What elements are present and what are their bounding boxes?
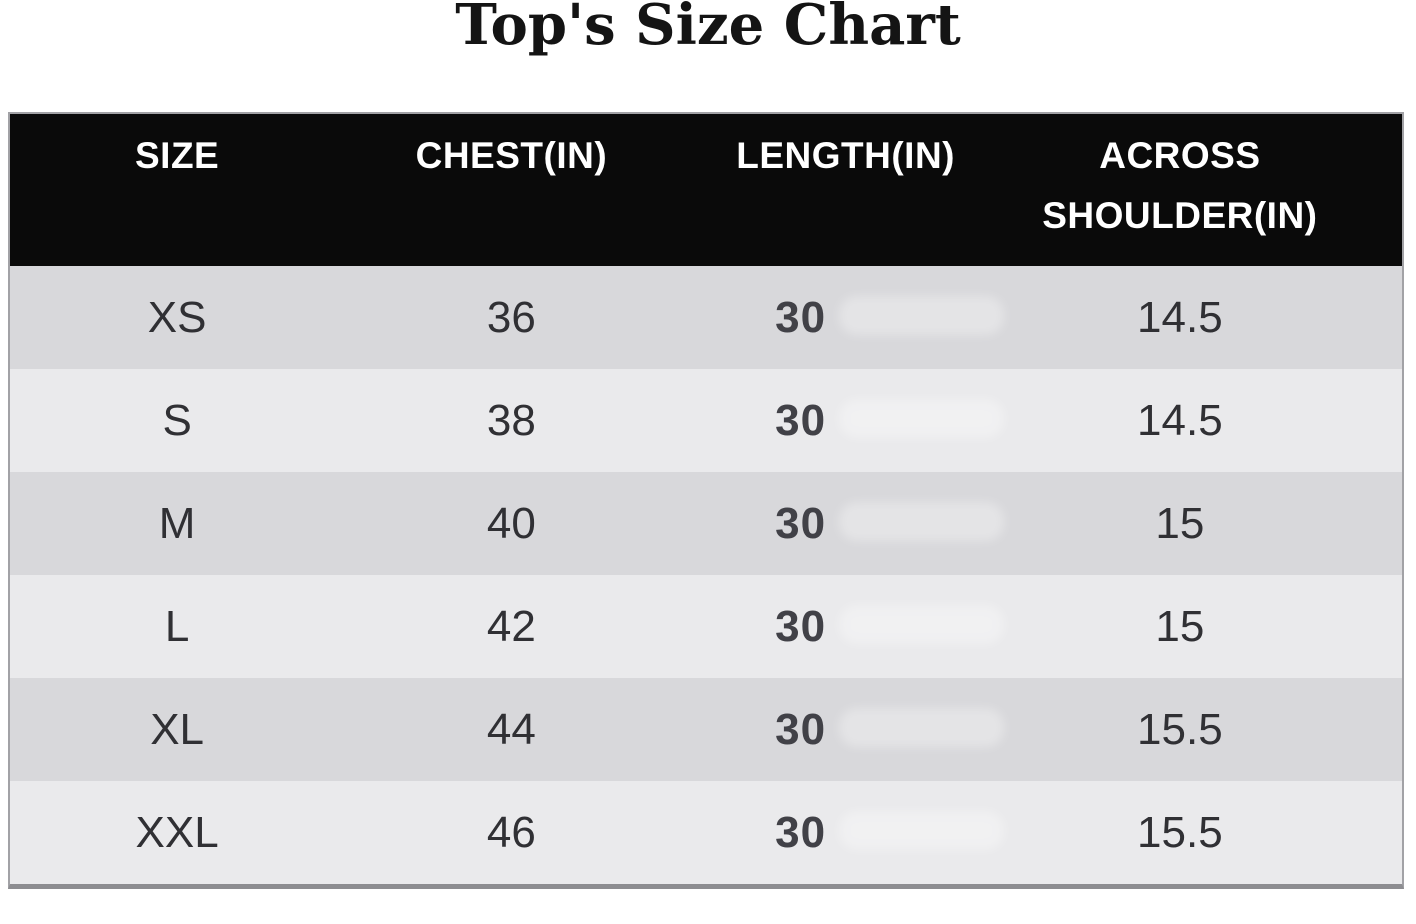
table-row-xs: XS 36 30 14.5 <box>10 266 1402 369</box>
length-value: 30 <box>679 293 1013 343</box>
length-value: 30 <box>679 602 1013 652</box>
length-value: 30 <box>679 499 1013 549</box>
length-value: 30 <box>679 808 1013 858</box>
table-row-xl: XL 44 30 15.5 <box>10 678 1402 781</box>
size-value: XXL <box>135 807 219 857</box>
shoulder-value: 15 <box>1155 498 1205 548</box>
column-header-size: SIZE <box>135 135 220 176</box>
chest-value: 38 <box>486 395 536 445</box>
size-value: S <box>162 395 192 445</box>
size-value: M <box>158 498 196 548</box>
size-chart-table: SIZE CHEST(IN) LENGTH(IN) ACROSS SHOULDE… <box>8 112 1404 889</box>
column-header-shoulder: ACROSS SHOULDER(IN) <box>1042 135 1318 236</box>
edit-smudge <box>838 707 1004 747</box>
size-value: L <box>164 601 190 651</box>
column-header-length: LENGTH(IN) <box>736 135 955 176</box>
shoulder-value: 14.5 <box>1137 395 1223 445</box>
chest-value: 44 <box>486 704 536 754</box>
column-header-chest: CHEST(IN) <box>415 135 608 176</box>
table-row-l: L 42 30 15 <box>10 575 1402 678</box>
table-row-xxl: XXL 46 30 15.5 <box>10 781 1402 884</box>
length-value: 30 <box>679 705 1013 755</box>
table-header-row: SIZE CHEST(IN) LENGTH(IN) ACROSS SHOULDE… <box>10 114 1402 266</box>
shoulder-value: 15 <box>1155 601 1205 651</box>
table-row-s: S 38 30 14.5 <box>10 369 1402 472</box>
size-value: XL <box>150 704 205 754</box>
table-row-m: M 40 30 15 <box>10 472 1402 575</box>
chest-value: 36 <box>486 292 536 342</box>
edit-smudge <box>838 810 1004 850</box>
length-value: 30 <box>679 396 1013 446</box>
shoulder-value: 15.5 <box>1137 704 1223 754</box>
edit-smudge <box>838 398 1004 438</box>
shoulder-value: 15.5 <box>1137 807 1223 857</box>
edit-smudge <box>838 501 1004 541</box>
chest-value: 42 <box>486 601 536 651</box>
size-value: XS <box>147 292 207 342</box>
edit-smudge <box>838 604 1004 644</box>
page-title: Top's Size Chart <box>455 0 961 58</box>
edit-smudge <box>838 295 1004 335</box>
chest-value: 46 <box>486 807 536 857</box>
chest-value: 40 <box>486 498 536 548</box>
shoulder-value: 14.5 <box>1137 292 1223 342</box>
